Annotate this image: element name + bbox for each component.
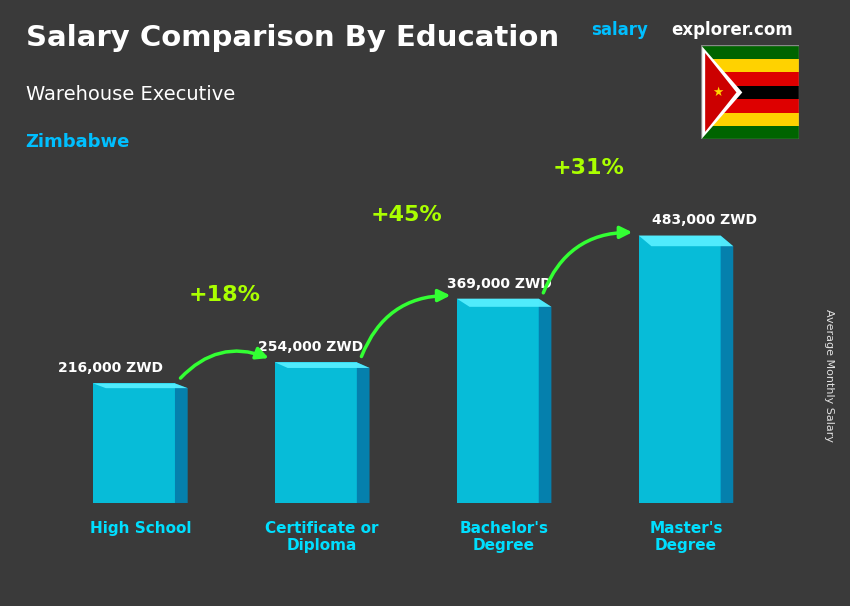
Text: High School: High School — [89, 521, 191, 536]
Bar — [701, 99, 799, 113]
FancyBboxPatch shape — [638, 236, 721, 503]
Text: Average Monthly Salary: Average Monthly Salary — [824, 309, 834, 442]
Polygon shape — [175, 384, 188, 503]
Text: 216,000 ZWD: 216,000 ZWD — [58, 361, 162, 375]
Text: ★: ★ — [712, 86, 723, 99]
Polygon shape — [539, 299, 552, 503]
Text: 369,000 ZWD: 369,000 ZWD — [447, 276, 552, 291]
Bar — [701, 85, 799, 99]
Text: Salary Comparison By Education: Salary Comparison By Education — [26, 24, 558, 52]
Polygon shape — [456, 299, 552, 307]
Polygon shape — [275, 362, 370, 368]
Bar — [701, 45, 799, 59]
Text: salary: salary — [591, 21, 648, 39]
Bar — [701, 72, 799, 85]
Text: +18%: +18% — [189, 284, 261, 304]
Bar — [701, 59, 799, 72]
Text: explorer.com: explorer.com — [672, 21, 793, 39]
Polygon shape — [721, 236, 734, 503]
Text: Master's
Degree: Master's Degree — [649, 521, 722, 553]
Text: Bachelor's
Degree: Bachelor's Degree — [460, 521, 548, 553]
FancyBboxPatch shape — [456, 299, 539, 503]
Polygon shape — [94, 384, 188, 388]
Text: Zimbabwe: Zimbabwe — [26, 133, 130, 152]
Bar — [701, 113, 799, 126]
FancyBboxPatch shape — [275, 362, 357, 503]
Text: Warehouse Executive: Warehouse Executive — [26, 85, 235, 104]
Text: 483,000 ZWD: 483,000 ZWD — [652, 213, 757, 227]
Polygon shape — [357, 362, 370, 503]
Polygon shape — [638, 236, 734, 246]
FancyBboxPatch shape — [94, 384, 175, 503]
Polygon shape — [706, 53, 736, 132]
Bar — [701, 126, 799, 139]
Text: +45%: +45% — [371, 205, 443, 225]
Text: +31%: +31% — [552, 158, 625, 178]
Polygon shape — [701, 45, 742, 139]
Text: 254,000 ZWD: 254,000 ZWD — [258, 341, 363, 355]
Text: Certificate or
Diploma: Certificate or Diploma — [265, 521, 379, 553]
